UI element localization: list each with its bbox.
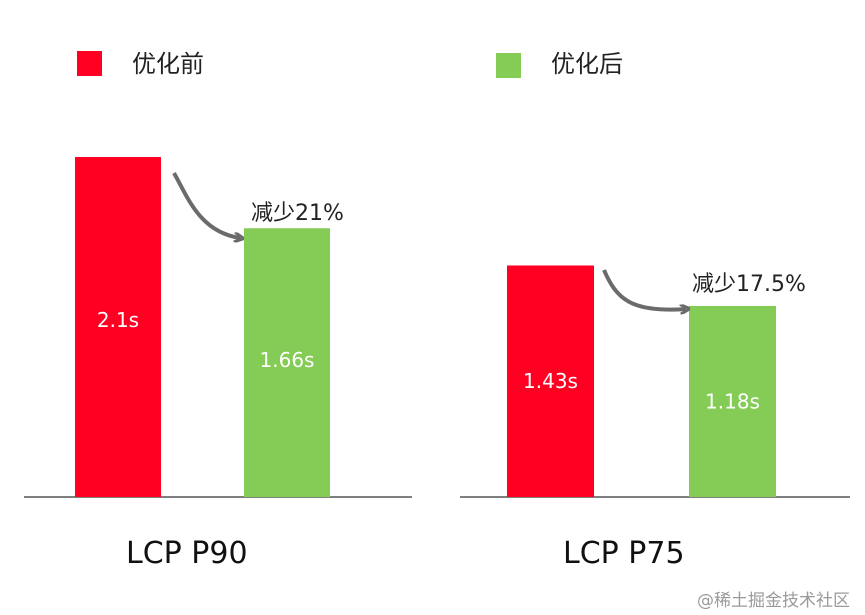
- bar-p90-after: [244, 228, 330, 497]
- bar-label-p90-before: 2.1s: [97, 308, 139, 332]
- bar-label-p75-after: 1.18s: [705, 389, 760, 413]
- bar-p75-before: [507, 265, 594, 497]
- reduction-arrow-p75: [602, 269, 686, 310]
- reduction-label-p90: 减少21%: [251, 201, 344, 226]
- category-label-p75: LCP P75: [563, 536, 685, 571]
- bar-p75-after: [689, 305, 776, 497]
- bar-p90-before: [75, 157, 161, 497]
- category-label-p90: LCP P90: [126, 536, 248, 571]
- legend-label-after: 优化后: [551, 50, 623, 78]
- legend-swatch-before: [77, 51, 102, 76]
- watermark-text: @稀土掘金技术社区: [697, 591, 850, 611]
- legend-swatch-after: [496, 53, 521, 78]
- reduction-arrow-p90: [172, 172, 240, 238]
- bar-label-p75-before: 1.43s: [523, 369, 578, 393]
- bar-label-p90-after: 1.66s: [260, 348, 315, 372]
- reduction-label-p75: 减少17.5%: [692, 272, 806, 297]
- legend-label-before: 优化前: [132, 50, 204, 78]
